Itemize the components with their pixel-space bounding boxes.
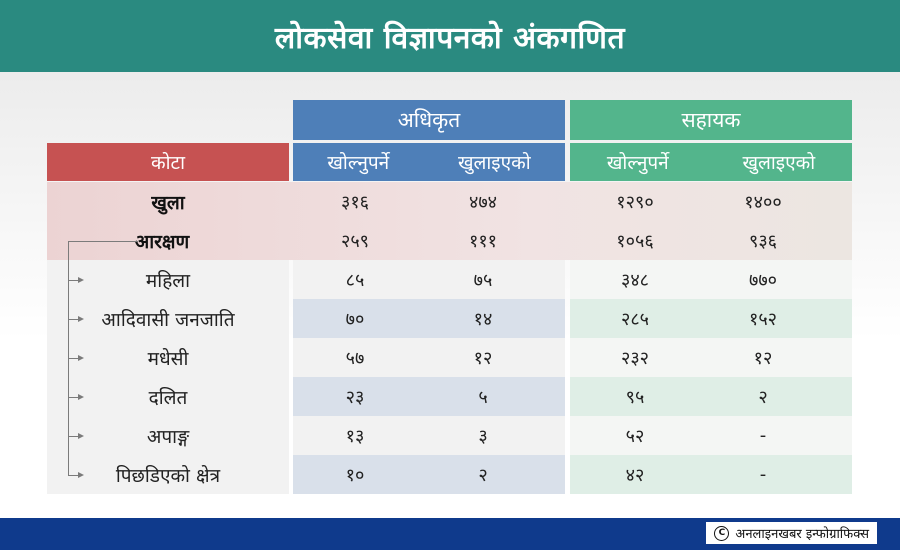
row-value: १२९० <box>616 191 654 213</box>
row-label-background <box>47 416 289 455</box>
row-value: १५२ <box>748 308 778 330</box>
row-adhikrit-background <box>293 455 565 494</box>
row-label: अपाङ्ग <box>146 425 190 448</box>
group-header-adhikrit-label: अधिकृत <box>397 108 461 132</box>
row-label: पिछडिएको क्षेत्र <box>115 464 221 487</box>
row-value: १२ <box>473 347 493 369</box>
row-value: - <box>759 425 767 446</box>
row-label-background <box>47 377 289 416</box>
column-header-adhikrit-required: खोल्नुपर्ने <box>327 152 390 174</box>
credit-text: अनलाइनखबर इन्फोग्राफिक्स <box>735 527 869 542</box>
column-header-kota-label: कोटा <box>150 152 185 174</box>
table-row: दलित २३ ५ ९५ २ <box>47 377 852 416</box>
row-value: ४७४ <box>468 191 498 213</box>
header-banner: लोकसेवा विज्ञापनको अंकगणित <box>0 0 900 72</box>
row-adhikrit-background <box>293 416 565 455</box>
row-label-background <box>47 338 289 377</box>
row-value: १०५६ <box>616 230 654 252</box>
row-label: महिला <box>145 269 191 292</box>
table-row: पिछडिएको क्षेत्र १० २ ४२ - <box>47 455 852 494</box>
table-row: आरक्षण २५९ १११ १०५६ ९३६ <box>47 221 852 260</box>
sub-header-sahayak: खोल्नुपर्ने खुलाइएको <box>570 143 852 181</box>
row-sahayak-background <box>570 338 852 377</box>
row-adhikrit-background <box>293 260 565 299</box>
column-header-adhikrit-opened: खुलाइएको <box>457 152 531 174</box>
group-header-sahayak-label: सहायक <box>681 108 741 132</box>
arrow-right-icon <box>78 394 84 400</box>
row-value: ३ <box>478 425 488 447</box>
row-value: ५ <box>478 386 488 408</box>
row-value: २८५ <box>620 308 650 330</box>
column-header-kota: कोटा <box>47 143 289 181</box>
row-value: ७५ <box>473 269 493 291</box>
row-value: ७० <box>345 308 365 330</box>
row-value: १११ <box>468 230 498 252</box>
row-sahayak-background <box>570 455 852 494</box>
row-value: - <box>759 464 767 485</box>
row-adhikrit-background <box>293 377 565 416</box>
tree-branch-line <box>68 318 78 320</box>
credit-badge: C अनलाइनखबर इन्फोग्राफिक्स <box>705 521 878 545</box>
row-label: आरक्षण <box>134 230 190 253</box>
arrow-right-icon <box>78 316 84 322</box>
row-label: मधेसी <box>147 347 189 370</box>
row-label-background <box>47 299 289 338</box>
table-row: मधेसी ५७ १२ २३२ १२ <box>47 338 852 377</box>
table-row: महिला ८५ ७५ ३४८ ७७० <box>47 260 852 299</box>
row-value: ४२ <box>625 464 645 486</box>
tree-branch-line <box>68 396 78 398</box>
row-label-background <box>47 455 289 494</box>
row-label-background <box>47 260 289 299</box>
row-value: २५९ <box>340 230 370 252</box>
row-value: १२ <box>753 347 773 369</box>
tree-branch-line <box>68 279 78 281</box>
row-value: ९३६ <box>748 230 778 252</box>
row-value: ७७० <box>748 269 778 291</box>
table-row: खुला ३१६ ४७४ १२९० १४०० <box>47 182 852 221</box>
table-row: अपाङ्ग १३ ३ ५२ - <box>47 416 852 455</box>
column-header-sahayak-required: खोल्नुपर्ने <box>606 152 669 174</box>
row-adhikrit-background <box>293 299 565 338</box>
row-value: ५७ <box>345 347 365 369</box>
row-background <box>47 221 852 260</box>
row-value: ९५ <box>625 386 645 408</box>
row-value: ३१६ <box>340 191 370 213</box>
row-value: ८५ <box>345 269 365 291</box>
arrow-right-icon <box>78 472 84 478</box>
group-header-adhikrit: अधिकृत <box>293 100 565 140</box>
row-value: ५२ <box>625 425 645 447</box>
row-sahayak-background <box>570 260 852 299</box>
row-value: २ <box>758 386 768 408</box>
row-value: २३२ <box>620 347 650 369</box>
copyright-icon: C <box>714 525 730 541</box>
tree-branch-line <box>68 357 78 359</box>
row-value: ३४८ <box>620 269 650 291</box>
tree-horizontal-line <box>68 240 138 242</box>
row-value: १० <box>345 464 365 486</box>
row-value: २ <box>478 464 488 486</box>
row-label: दलित <box>148 386 188 409</box>
sub-header-adhikrit: खोल्नुपर्ने खुलाइएको <box>293 143 565 181</box>
table-row: आदिवासी जनजाति ७० १४ २८५ १५२ <box>47 299 852 338</box>
row-adhikrit-background <box>293 338 565 377</box>
column-header-sahayak-opened: खुलाइएको <box>742 152 816 174</box>
row-value: १४०० <box>744 191 782 213</box>
row-label: आदिवासी जनजाति <box>101 308 235 331</box>
row-background <box>47 182 852 221</box>
tree-branch-line <box>68 435 78 437</box>
tree-branch-line <box>68 474 78 476</box>
row-value: १३ <box>345 425 365 447</box>
arrow-right-icon <box>78 277 84 283</box>
row-value: १४ <box>473 308 493 330</box>
row-sahayak-background <box>570 377 852 416</box>
arrow-right-icon <box>78 355 84 361</box>
row-value: २३ <box>345 386 365 408</box>
group-header-sahayak: सहायक <box>570 100 852 140</box>
page-title: लोकसेवा विज्ञापनको अंकगणित <box>274 20 626 56</box>
row-label: खुला <box>151 191 185 214</box>
row-sahayak-background <box>570 299 852 338</box>
arrow-right-icon <box>78 433 84 439</box>
row-sahayak-background <box>570 416 852 455</box>
